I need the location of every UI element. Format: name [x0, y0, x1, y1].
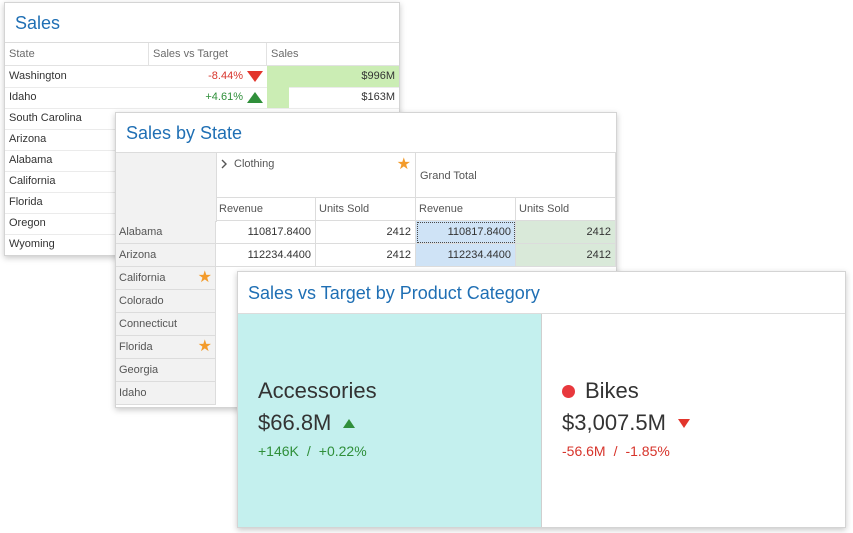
pivot-measure-header[interactable]: Units Sold: [316, 198, 416, 221]
pivot-cell[interactable]: 2412: [516, 221, 616, 244]
state-cell: Idaho: [9, 91, 37, 103]
delta-value: +4.61%: [205, 91, 243, 103]
pivot-cell[interactable]: 110817.8400: [216, 221, 316, 244]
star-icon: ★: [396, 156, 411, 173]
pivot-row-label: Idaho: [119, 387, 147, 399]
card-pct-delta: +0.22%: [318, 443, 367, 459]
state-cell: Florida: [9, 196, 43, 208]
pivot-title: Sales by State: [116, 113, 616, 153]
pivot-row-label: California: [119, 272, 166, 284]
card-pct-delta: -1.85%: [625, 443, 670, 459]
sales-grid-title: Sales: [5, 3, 399, 43]
state-cell: Oregon: [9, 217, 46, 229]
trend-up-icon: [247, 92, 263, 103]
card-accessories[interactable]: Accessories $66.8M +146K / +0.22%: [238, 314, 542, 527]
pivot-row-header[interactable]: Georgia: [116, 359, 216, 382]
star-icon: ★: [197, 338, 212, 355]
pivot-cell[interactable]: 2412: [316, 244, 416, 267]
card-abs-delta: +146K: [258, 443, 299, 459]
sales-cell: $996M: [361, 70, 395, 82]
table-row[interactable]: Wyoming: [5, 234, 399, 255]
card-name: Accessories: [258, 378, 377, 403]
pivot-row-header[interactable]: Idaho: [116, 382, 216, 405]
pivot-cell[interactable]: 112234.4400: [416, 244, 516, 267]
pivot-cell[interactable]: 110817.8400: [416, 221, 516, 244]
sales-bar: [267, 87, 289, 108]
card-abs-delta: -56.6M: [562, 443, 606, 459]
pivot-row-header[interactable]: Alabama: [116, 221, 216, 244]
pivot-row-label: Georgia: [119, 364, 159, 376]
cards-title: Sales vs Target by Product Category: [238, 272, 845, 314]
state-cell: Arizona: [9, 133, 47, 145]
trend-down-icon: [247, 71, 263, 82]
state-cell: Wyoming: [9, 238, 55, 250]
column-header-sales-vs-target[interactable]: Sales vs Target: [149, 43, 267, 65]
pivot-row: Alabama 110817.8400 2412 110817.8400 2412: [116, 221, 616, 244]
pivot-row: Georgia: [116, 359, 616, 382]
table-row[interactable]: Idaho +4.61% $163M: [5, 87, 399, 109]
pivot-row-label: Florida: [119, 341, 153, 353]
pivot-column-group-label: Grand Total: [420, 170, 477, 182]
column-header-sales[interactable]: Sales: [271, 48, 299, 60]
cards-panel: Sales vs Target by Product Category Acce…: [237, 271, 846, 528]
state-cell: South Carolina: [9, 112, 82, 124]
pivot-column-group-label: Clothing: [234, 158, 275, 170]
chevron-right-icon[interactable]: [220, 159, 228, 169]
sales-vs-target-cell: +4.61%: [205, 87, 263, 108]
card-bikes[interactable]: Bikes $3,007.5M -56.6M / -1.85%: [542, 314, 845, 527]
sales-vs-target-cell: -8.44%: [208, 66, 263, 87]
pivot-measure-header[interactable]: Revenue: [216, 198, 316, 221]
pivot-row: Idaho: [116, 382, 616, 405]
card-delta-separator: /: [613, 443, 618, 459]
pivot-cell[interactable]: 2412: [516, 244, 616, 267]
trend-up-icon: [343, 418, 356, 428]
pivot-row-header[interactable]: Arizona: [116, 244, 216, 267]
pivot-row: California ★: [116, 267, 616, 290]
state-cell: California: [9, 175, 56, 187]
pivot-cell[interactable]: 2412: [316, 221, 416, 244]
pivot-measure-header[interactable]: Revenue: [416, 198, 516, 221]
pivot-row-label: Connecticut: [119, 318, 178, 330]
card-value: $66.8M: [258, 410, 332, 435]
pivot-row-label: Colorado: [119, 295, 164, 307]
pivot-cell[interactable]: 112234.4400: [216, 244, 316, 267]
pivot-row: Colorado: [116, 290, 616, 313]
delta-value: -8.44%: [208, 70, 243, 82]
card-name: Bikes: [585, 378, 639, 403]
star-icon: ★: [197, 269, 212, 286]
pivot-row-header[interactable]: Connecticut: [116, 313, 216, 336]
pivot-corner: [116, 153, 217, 222]
pivot-row: Florida ★: [116, 336, 616, 359]
trend-down-icon: [677, 418, 690, 428]
pivot-row-header[interactable]: California ★: [116, 267, 216, 290]
pivot-column-group-clothing[interactable]: Clothing ★: [216, 153, 416, 198]
sales-bar: [267, 66, 399, 87]
state-cell: Washington: [9, 70, 67, 82]
table-row[interactable]: Washington -8.44% $996M: [5, 66, 399, 88]
pivot-measure-header[interactable]: Units Sold: [516, 198, 616, 221]
state-cell: Alabama: [9, 154, 53, 166]
sales-grid-header: State Sales vs Target Sales: [5, 43, 399, 66]
pivot-row: Arizona 112234.4400 2412 112234.4400 2412: [116, 244, 616, 267]
sales-cell: $163M: [361, 91, 395, 103]
card-value: $3,007.5M: [562, 410, 666, 435]
pivot-row: Connecticut: [116, 313, 616, 336]
pivot-row-header[interactable]: Florida ★: [116, 336, 216, 359]
pivot-row-header[interactable]: Colorado: [116, 290, 216, 313]
column-header-state[interactable]: State: [5, 43, 149, 65]
pivot-column-group-grand-total[interactable]: Grand Total: [416, 153, 616, 198]
red-dot-indicator-icon: [562, 384, 575, 398]
pivot-row-label: Alabama: [119, 226, 163, 238]
pivot-row-label: Arizona: [119, 249, 157, 261]
card-delta-separator: /: [306, 443, 311, 459]
